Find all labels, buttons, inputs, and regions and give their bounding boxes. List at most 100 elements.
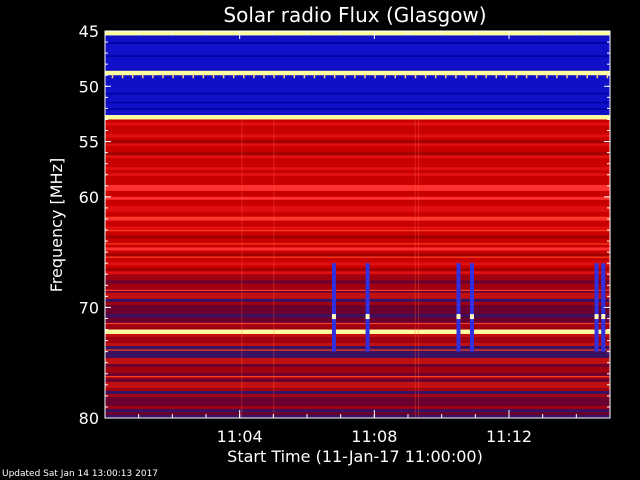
spectrum-dot — [374, 75, 376, 79]
spectrum-band — [105, 193, 610, 198]
spectrum-band — [105, 308, 610, 312]
radio-burst — [365, 263, 370, 352]
spectrum-streak — [418, 119, 420, 418]
spectrum-band — [105, 283, 610, 288]
spectrum-stripe — [105, 349, 610, 351]
spectrum-streak — [273, 119, 275, 418]
y-axis-label: Frequency [MHz] — [47, 158, 66, 292]
updated-timestamp: Updated Sat Jan 14 13:00:13 2017 — [2, 469, 159, 479]
spectrum-band — [105, 314, 610, 318]
y-tick-label: 45 — [79, 22, 99, 41]
spectrum-stripe — [105, 92, 610, 95]
spectrum-band — [105, 178, 610, 183]
spectrum-band — [105, 187, 610, 192]
spectrum-stripe — [105, 322, 610, 325]
spectrum-stripe — [105, 230, 610, 232]
spectrum-band — [105, 35, 610, 72]
spectrum-band — [105, 161, 610, 165]
spectrum-dot — [303, 75, 306, 79]
spectrum-band — [105, 122, 610, 126]
plot-frame — [104, 30, 611, 419]
x-tick-label: 11:04 — [217, 427, 263, 446]
spectrum-band — [105, 280, 610, 284]
spectrum-dot — [556, 75, 558, 79]
spectrum-band — [105, 342, 610, 347]
spectrum-band — [105, 381, 610, 386]
spectrum-band — [105, 289, 610, 294]
spectrum-band — [105, 143, 610, 147]
spectrum-dot — [344, 75, 346, 79]
radio-burst — [469, 263, 474, 352]
spectrum-band — [105, 393, 610, 398]
spectrum-dot — [465, 75, 467, 79]
spectrum-band — [105, 378, 610, 383]
spectrum-band — [105, 304, 610, 309]
spectrum-dot — [263, 75, 265, 79]
spectrum-dot — [202, 75, 205, 79]
spectrum-stripe — [105, 375, 610, 378]
y-tick-label: 50 — [79, 77, 99, 96]
radio-burst-peak — [365, 314, 370, 320]
x-tick-label: 11:12 — [486, 427, 532, 446]
spectrum-dot — [152, 75, 154, 79]
spectrum-band — [105, 115, 610, 120]
spectrum-band — [105, 232, 610, 237]
spectrum-band — [105, 375, 610, 380]
spectrum-band — [105, 223, 610, 228]
spectrum-band — [105, 301, 610, 306]
spectrum-dot — [485, 75, 487, 79]
spectrum-band — [105, 167, 610, 171]
spectrum-dot — [313, 75, 316, 79]
spectrum-band — [105, 184, 610, 189]
spectrum-dot — [333, 75, 336, 79]
spectrum-band — [105, 170, 610, 174]
spectrum-band — [105, 411, 610, 416]
spectrum-band — [105, 247, 610, 251]
spectrum-band — [105, 390, 610, 395]
spectrum-band — [105, 372, 610, 377]
spectrum-band — [105, 265, 610, 269]
plot-area — [105, 31, 610, 419]
spectrum-band — [105, 256, 610, 260]
spectrum-dot — [182, 75, 184, 79]
y-tick-label: 80 — [79, 409, 99, 428]
spectrum-band — [105, 226, 610, 231]
spectrum-band — [105, 351, 610, 356]
spectrum-band — [105, 348, 610, 353]
spectrum-band — [105, 217, 610, 222]
spectrum-dot — [192, 75, 195, 79]
spectrum-band — [105, 292, 610, 297]
spectrum-band — [105, 229, 610, 234]
x-axis-label: Start Time (11-Jan-17 11:00:00) — [227, 447, 483, 466]
spectrum-dot — [515, 75, 518, 79]
spectrum-band — [105, 211, 610, 216]
spectrum-dot — [323, 75, 326, 79]
spectrum-dot — [455, 75, 457, 79]
spectrum-band — [105, 298, 610, 303]
spectrum-band — [105, 119, 610, 123]
spectrum-band — [105, 131, 610, 135]
spectrum-band — [105, 414, 610, 419]
spectrum-stripe — [105, 256, 610, 258]
spectrum-band — [105, 366, 610, 371]
spectrum-dot — [222, 75, 225, 79]
spectrum-band — [105, 220, 610, 225]
radio-burst-peak — [594, 314, 599, 320]
spectrum-dot — [354, 75, 356, 79]
spectrum-band — [105, 262, 610, 266]
spectrum-band — [105, 333, 610, 338]
spectrum-dot — [546, 75, 548, 79]
spectrum-stripe — [105, 108, 610, 110]
spectrum-band — [105, 336, 610, 341]
spectrum-dot — [606, 75, 609, 79]
radio-burst — [594, 263, 599, 352]
spectrum-band — [105, 152, 610, 156]
spectrum-stripe — [105, 289, 610, 291]
y-tick-label: 55 — [79, 133, 99, 152]
spectrum-band — [105, 199, 610, 204]
spectrum-band — [105, 408, 610, 413]
spectrum-dot — [576, 75, 578, 79]
spectrum-band — [105, 164, 610, 168]
spectrum-stripe — [105, 101, 610, 104]
